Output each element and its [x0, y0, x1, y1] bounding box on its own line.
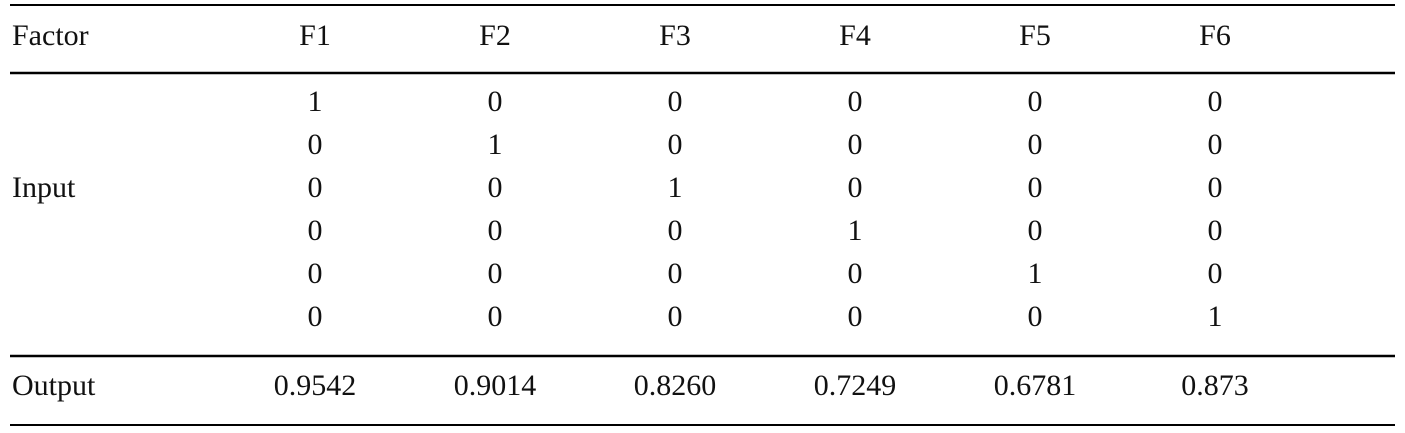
cell: 0: [488, 300, 503, 333]
cell: 0: [848, 300, 863, 333]
cell: 0: [1028, 171, 1043, 204]
cell: 0.6781: [994, 369, 1077, 402]
cell: 0: [1028, 85, 1043, 118]
cell: 0: [488, 85, 503, 118]
cell: 0: [848, 85, 863, 118]
header-cell: F4: [839, 19, 871, 52]
cell: 0: [1208, 128, 1223, 161]
cell: 1: [668, 171, 683, 204]
header-cell: F2: [479, 19, 511, 52]
cell: 0.873: [1181, 369, 1249, 402]
cell: 1: [848, 214, 863, 247]
cell: 0: [668, 257, 683, 290]
cell: 0: [1028, 214, 1043, 247]
cell: 0: [308, 300, 323, 333]
row-label: Output: [12, 369, 96, 402]
cell: 0: [488, 171, 503, 204]
cell: 0: [1208, 214, 1223, 247]
cell: 0: [1208, 257, 1223, 290]
cell: 1: [308, 85, 323, 118]
cell: 0: [488, 257, 503, 290]
cell: 0: [668, 128, 683, 161]
cell: 1: [488, 128, 503, 161]
cell: 0.8260: [634, 369, 717, 402]
cell: 0: [308, 257, 323, 290]
cell: 0: [668, 85, 683, 118]
cell: 0: [488, 214, 503, 247]
cell: 1: [1208, 300, 1223, 333]
header-cell: F5: [1019, 19, 1051, 52]
cell: 0: [308, 128, 323, 161]
cell: 0: [1208, 171, 1223, 204]
row-label: Input: [12, 171, 76, 204]
cell: 0: [848, 257, 863, 290]
cell: 0.9542: [274, 369, 357, 402]
cell: 0: [1028, 128, 1043, 161]
header-cell: F1: [299, 19, 331, 52]
header-cell: F3: [659, 19, 691, 52]
cell: 0: [668, 300, 683, 333]
cell: 0: [1208, 85, 1223, 118]
cell: 0: [848, 171, 863, 204]
cell: 0: [848, 128, 863, 161]
cell: 0: [1028, 300, 1043, 333]
cell: 0: [668, 214, 683, 247]
cell: 0.9014: [454, 369, 537, 402]
cell: 0.7249: [814, 369, 897, 402]
cell: 1: [1028, 257, 1043, 290]
header-cell: Factor: [12, 19, 89, 52]
header-cell: F6: [1199, 19, 1231, 52]
cell: 0: [308, 171, 323, 204]
cell: 0: [308, 214, 323, 247]
